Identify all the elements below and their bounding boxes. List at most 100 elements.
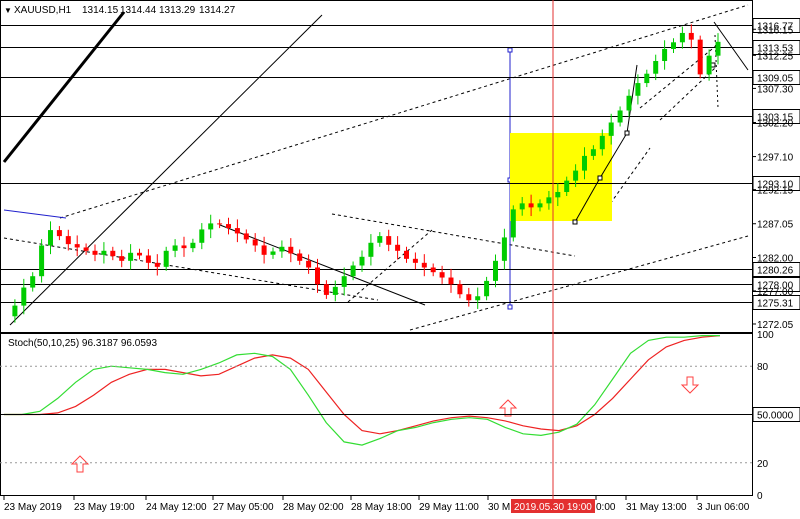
- projection-handle-top[interactable]: [507, 47, 513, 53]
- channel-lower[interactable]: [409, 235, 749, 331]
- level-box-bg: [752, 277, 800, 292]
- stoch-tick-label: 100: [757, 330, 774, 341]
- candle-down: [315, 267, 320, 285]
- candle-up: [706, 55, 712, 75]
- up-arrow-icon[interactable]: [70, 455, 90, 473]
- candle-down: [56, 230, 62, 237]
- y-tick-label: 1316.15: [757, 25, 794, 36]
- candle-up: [377, 236, 383, 243]
- level-label: 1280.26: [757, 266, 794, 277]
- down-arrow-icon[interactable]: [680, 376, 700, 394]
- stoch-signal-line: [4, 335, 721, 435]
- candle-down: [466, 294, 472, 301]
- x-tick-label: 23 May 2019: [4, 502, 62, 513]
- forecast-path[interactable]: [713, 21, 749, 71]
- candle-up: [190, 242, 196, 249]
- ohlc-close: 1314.27: [199, 5, 236, 16]
- wave-point-2[interactable]: [597, 175, 603, 181]
- candle-down: [448, 277, 454, 285]
- x-cursor-label-bg: [511, 499, 595, 513]
- target-zone[interactable]: [510, 133, 612, 221]
- candle-up: [341, 276, 347, 287]
- level-price-box: 1309.05: [752, 70, 800, 85]
- candle-up: [21, 287, 27, 306]
- triangle-upper[interactable]: [331, 213, 576, 257]
- candle-down: [65, 236, 71, 245]
- down-trend-line[interactable]: [219, 224, 426, 306]
- candle-down: [457, 284, 463, 295]
- wave-point-1[interactable]: [572, 219, 578, 225]
- candle-up: [564, 180, 570, 192]
- level-label: 1303.15: [757, 113, 794, 124]
- candle-up: [626, 95, 632, 111]
- candle-up: [519, 203, 525, 210]
- candle-down: [421, 262, 427, 268]
- stoch-tick-label: 80: [757, 362, 769, 373]
- candle-down: [181, 245, 187, 249]
- x-tick-label: 29 May 11:00: [419, 502, 479, 513]
- candle-up: [599, 135, 605, 150]
- level-box-bg: [752, 295, 800, 310]
- candle-down: [110, 250, 116, 257]
- projection-handle-bottom[interactable]: [507, 304, 513, 310]
- candle-down: [92, 250, 98, 255]
- x-tick-label: 31 May 13:00: [626, 502, 687, 513]
- support-dash[interactable]: [347, 229, 433, 303]
- candle-up: [208, 223, 214, 230]
- candle-down: [243, 233, 249, 240]
- level-price-box: 1293.10: [752, 176, 800, 191]
- y-tick-label: 1302.20: [757, 118, 794, 129]
- symbol-label: XAUUSD,H1: [14, 5, 72, 16]
- candle-up: [270, 251, 276, 255]
- x-cursor-label: 2019.05.30 19:00: [514, 502, 592, 513]
- level-price-box: 1303.15: [752, 109, 800, 124]
- wave-path[interactable]: [574, 64, 638, 223]
- candle-down: [430, 267, 436, 273]
- y-tick-label: 1277.00: [757, 287, 794, 298]
- candle-up: [501, 237, 507, 261]
- candle-down: [297, 253, 303, 261]
- candle-down: [688, 32, 694, 40]
- level-label: 1316.77: [757, 22, 794, 33]
- stoch-mid-box: [752, 407, 800, 422]
- x-axis: 23 May 2019 23 May 19:00 24 May 12:00 27 Ma…: [3, 496, 750, 513]
- candle-up: [350, 265, 356, 277]
- level-box-bg: [752, 40, 800, 55]
- drawing-tools[interactable]: [2, 4, 749, 331]
- candle-up: [359, 256, 365, 266]
- candle-down: [697, 39, 703, 75]
- candle-up: [644, 73, 650, 84]
- channel-upper[interactable]: [59, 4, 749, 219]
- candle-up: [199, 229, 205, 243]
- level-box-bg: [752, 70, 800, 85]
- candle-down: [119, 256, 125, 261]
- x-tick-label: 27 May 05:00: [213, 502, 274, 513]
- candle-up: [475, 296, 481, 301]
- candle-down: [145, 255, 151, 263]
- stoch-main-line: [4, 335, 720, 446]
- wave-point-3[interactable]: [624, 130, 630, 136]
- level-price-box: 1313.53: [752, 40, 800, 55]
- y-tick-label: 1312.25: [757, 51, 794, 62]
- candle-up: [39, 245, 45, 277]
- level-label: 1313.53: [757, 44, 794, 55]
- y-tick-label: 1287.05: [757, 220, 794, 231]
- level-label: 1278.00: [757, 281, 794, 292]
- candle-down: [234, 228, 240, 234]
- symbol-triangle-icon[interactable]: ▼: [4, 6, 12, 15]
- up-arrow-icon[interactable]: [498, 399, 518, 417]
- forecast-drop[interactable]: [714, 34, 719, 109]
- rising-dash-4[interactable]: [659, 67, 716, 121]
- rising-dash-3[interactable]: [639, 44, 718, 109]
- candle-up: [510, 209, 516, 238]
- candle-down: [261, 245, 267, 255]
- blue-start-line[interactable]: [3, 209, 67, 219]
- candle-up: [662, 48, 668, 62]
- level-box-bg: [752, 18, 800, 33]
- ohlc-low: 1313.29: [159, 5, 196, 16]
- candlesticks: [12, 24, 721, 323]
- thin-trend-line[interactable]: [9, 14, 323, 326]
- thick-trend-line[interactable]: [2, 11, 126, 163]
- candle-up: [635, 83, 641, 96]
